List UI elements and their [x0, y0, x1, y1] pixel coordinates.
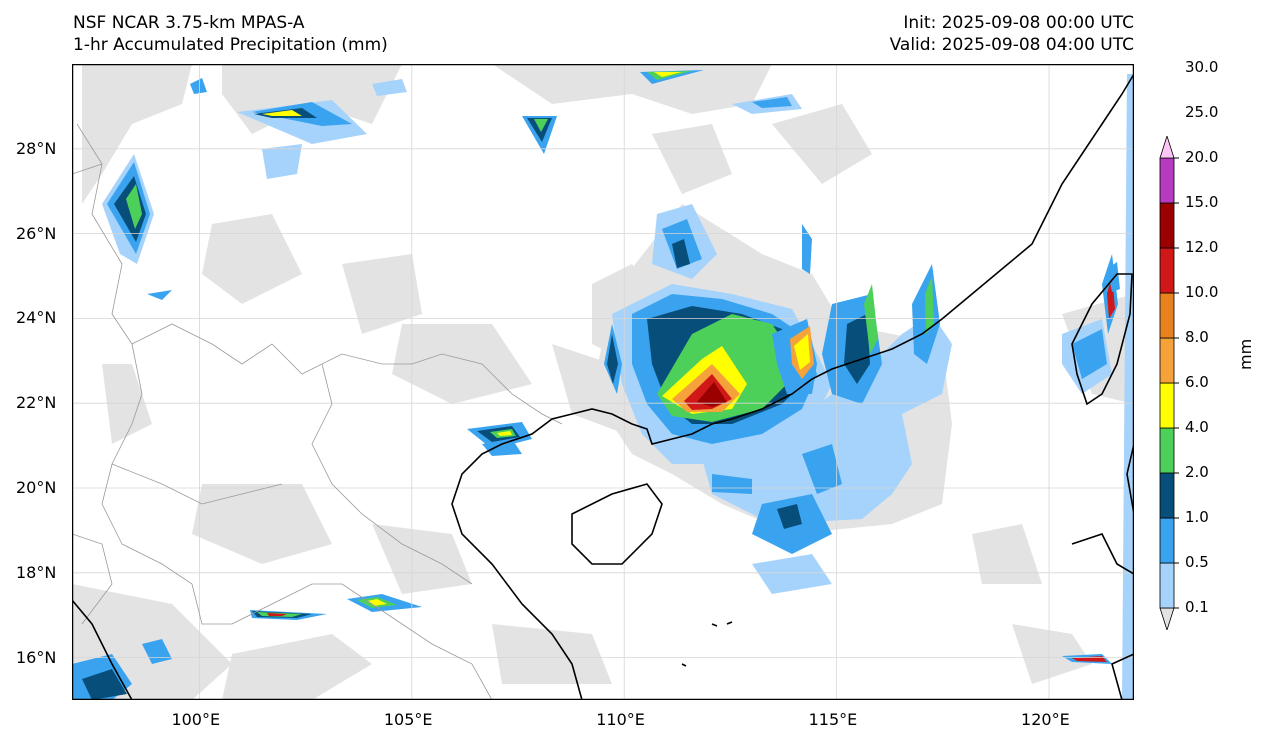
lat-tick-label: 22°N [16, 393, 57, 413]
lat-tick-label: 16°N [16, 647, 57, 667]
colorbar-unit: mm [1236, 338, 1255, 370]
colorbar-segment [1159, 472, 1175, 519]
graticule [72, 64, 1134, 700]
colorbar-segment [1159, 382, 1175, 429]
colorbar-segment [1159, 136, 1175, 159]
lon-tick-label: 105°E [383, 710, 433, 729]
lat-tick-label: 20°N [16, 478, 57, 497]
colorbar-level-label: 0.5 [1185, 553, 1209, 571]
colorbar-segment [1159, 562, 1175, 609]
init-time: Init: 2025-09-08 00:00 UTC [903, 13, 1134, 33]
colorbar-level-label: 8.0 [1185, 328, 1209, 346]
lon-tick-label: 120°E [1021, 710, 1070, 729]
colorbar-level-label: 10.0 [1185, 283, 1219, 301]
colorbar-segment [1159, 337, 1175, 384]
lat-tick-label: 24°N [16, 308, 57, 328]
lon-tick-label: 100°E [171, 710, 221, 729]
colorbar-segment [1159, 517, 1175, 564]
colorbar-level-label: 25.0 [1185, 103, 1219, 121]
country-borders [72, 123, 563, 700]
valid-time: Valid: 2025-09-08 04:00 UTC [889, 35, 1134, 55]
colorbar-segment [1159, 247, 1175, 294]
map-panel [72, 64, 1134, 700]
lat-tick-label: 18°N [16, 562, 57, 582]
colorbar-segment [1159, 202, 1175, 249]
colorbar-level-label: 2.0 [1185, 463, 1209, 481]
colorbar-level-label: 6.0 [1185, 373, 1209, 391]
colorbar-level-label: 12.0 [1185, 238, 1219, 256]
colorbar-level-label: 4.0 [1185, 418, 1209, 436]
model-title: NSF NCAR 3.75-km MPAS-A [73, 13, 305, 33]
lat-tick-label: 26°N [16, 223, 57, 243]
colorbar-level-label: 20.0 [1185, 148, 1219, 166]
colorbar-level-label: 1.0 [1185, 508, 1209, 526]
field-title: 1-hr Accumulated Precipitation (mm) [73, 35, 388, 55]
colorbar [1159, 136, 1179, 630]
precip-tonkin [142, 422, 532, 664]
chart-title-left: NSF NCAR 3.75-km MPAS-A 1-hr Accumulated… [73, 12, 388, 56]
lon-tick-label: 115°E [808, 710, 858, 729]
lon-tick-label: 110°E [596, 710, 645, 729]
colorbar-segment [1159, 157, 1175, 204]
precip-north-west [102, 70, 802, 300]
lat-tick-label: 28°N [16, 138, 57, 158]
precip-map [72, 64, 1134, 700]
map-frame [72, 64, 1134, 700]
precip-main-system [604, 204, 952, 594]
colorbar-segment [1159, 607, 1175, 630]
colorbar-segment [1159, 427, 1175, 474]
chart-title-right: Init: 2025-09-08 00:00 UTC Valid: 2025-0… [890, 12, 1134, 56]
coastlines [72, 73, 1134, 700]
colorbar-level-label: 0.1 [1185, 598, 1209, 616]
colorbar-level-label: 15.0 [1185, 193, 1219, 211]
colorbar-segment [1159, 292, 1175, 339]
colorbar-level-label: 30.0 [1185, 58, 1219, 76]
precip-light-patches [72, 64, 1134, 700]
